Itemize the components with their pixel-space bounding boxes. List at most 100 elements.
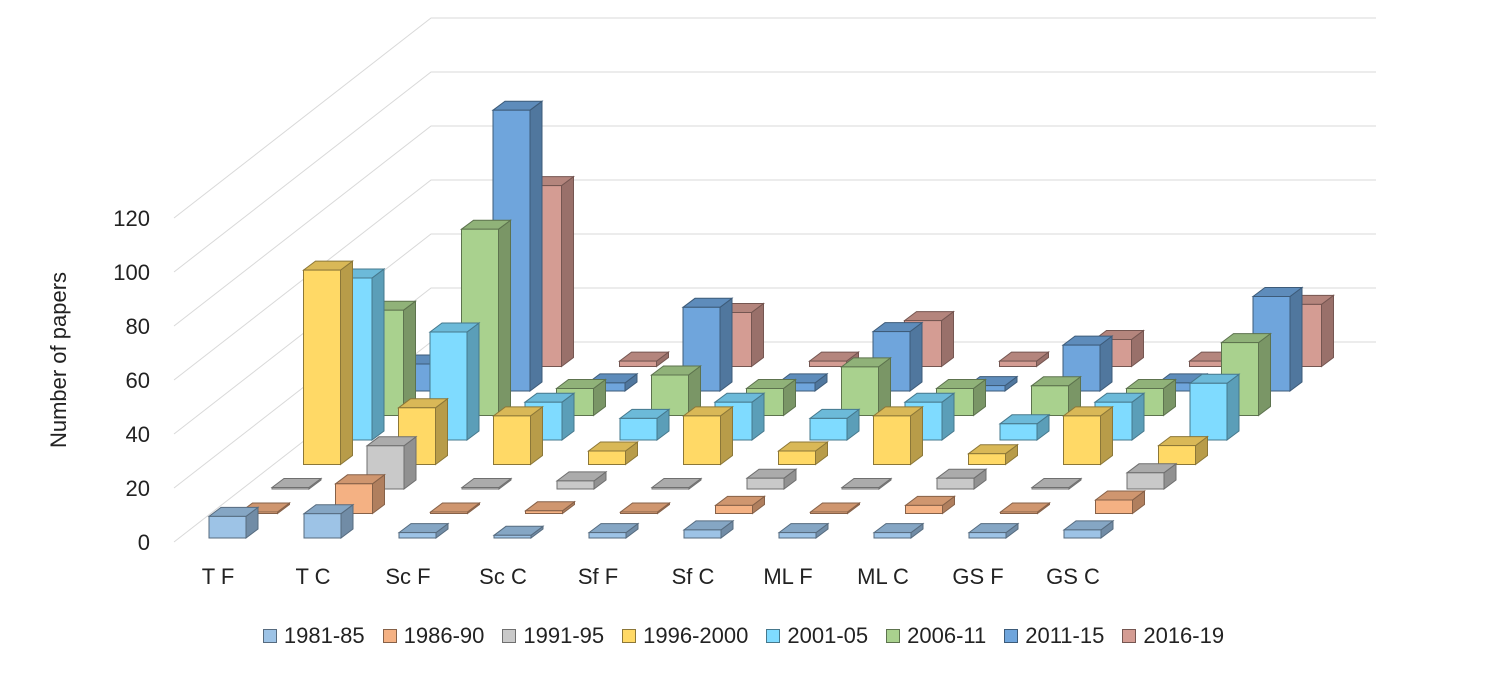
bar xyxy=(650,477,703,490)
y-tick-label: 40 xyxy=(126,422,150,447)
x-tick-label: Sc C xyxy=(479,564,527,589)
bar xyxy=(745,468,798,490)
bar xyxy=(967,522,1020,539)
x-axis-ticks: T F T C Sc F Sc C Sf F Sf C ML F ML C GS F GS C xyxy=(202,564,1100,589)
legend-swatch xyxy=(262,629,277,643)
legend-item: 2016-19 xyxy=(1122,623,1224,649)
bar xyxy=(1094,490,1146,515)
y-axis-label: Number of papers xyxy=(46,272,71,448)
bar xyxy=(681,297,734,392)
legend-label: 2011-15 xyxy=(1025,623,1105,648)
legend-label: 1981-85 xyxy=(283,623,365,648)
bar xyxy=(302,503,355,539)
gridline xyxy=(173,17,1376,219)
legend-label: 1991-95 xyxy=(523,623,605,648)
y-tick-label: 0 xyxy=(138,530,150,555)
bar xyxy=(903,392,956,441)
gridline xyxy=(173,179,1376,381)
bar xyxy=(872,522,925,539)
bar xyxy=(777,441,829,466)
legend-swatch xyxy=(1122,629,1137,643)
bar xyxy=(460,219,512,417)
bar xyxy=(808,408,861,441)
gridline xyxy=(173,125,1376,327)
bar xyxy=(429,502,481,515)
bar xyxy=(776,372,829,392)
bar xyxy=(840,477,893,490)
bar xyxy=(777,522,830,539)
y-axis-ticks: 0 20 40 60 80 100 120 xyxy=(113,206,150,555)
bar xyxy=(270,477,323,490)
legend-swatch xyxy=(382,629,397,643)
bar xyxy=(998,413,1051,441)
x-tick-label: ML F xyxy=(763,564,812,589)
legend-item: 1986-90 xyxy=(382,623,485,649)
y-tick-label: 120 xyxy=(113,206,150,231)
bar xyxy=(618,408,671,441)
x-tick-label: Sc F xyxy=(385,564,430,589)
legend-item: 2006-11 xyxy=(886,623,986,649)
y-tick-label: 80 xyxy=(126,314,150,339)
x-tick-label: GS F xyxy=(952,564,1003,589)
bar xyxy=(207,506,260,539)
bar xyxy=(618,351,670,368)
x-tick-label: Sf F xyxy=(578,564,618,589)
bar xyxy=(555,470,608,490)
bar xyxy=(523,175,575,368)
bar xyxy=(809,502,861,515)
bar xyxy=(428,322,481,441)
bar xyxy=(302,260,354,466)
bar xyxy=(904,495,956,515)
x-tick-label: T F xyxy=(202,564,235,589)
bar xyxy=(650,365,702,417)
x-tick-label: T C xyxy=(295,564,330,589)
bar xyxy=(397,522,450,539)
bar xyxy=(460,477,513,490)
x-tick-label: ML C xyxy=(857,564,909,589)
bar xyxy=(492,405,544,466)
bar xyxy=(1061,335,1114,392)
x-tick-label: Sf C xyxy=(672,564,715,589)
bar xyxy=(872,405,924,466)
legend-item: 2011-15 xyxy=(1004,623,1104,649)
legend-swatch xyxy=(502,629,517,643)
bar xyxy=(1125,462,1178,490)
bar xyxy=(1030,477,1083,490)
legend-swatch xyxy=(886,629,901,643)
bar xyxy=(840,356,892,417)
bar xyxy=(714,495,766,515)
legend-label: 2006-11 xyxy=(907,623,987,648)
legend-label: 2001-05 xyxy=(787,623,869,648)
legend-swatch xyxy=(622,629,637,643)
gridline xyxy=(173,233,1376,435)
bar xyxy=(1062,405,1114,466)
y-tick-label: 60 xyxy=(126,368,150,393)
legend-item: 1981-85 xyxy=(262,623,365,649)
bar xyxy=(619,502,671,515)
legend-swatch xyxy=(1004,629,1019,643)
gridline xyxy=(173,71,1376,273)
bar xyxy=(524,500,576,515)
legend: 1981-85 1986-90 1991-95 1996-2000 2001-05 200… xyxy=(0,618,1487,654)
x-tick-label: GS C xyxy=(1046,564,1100,589)
legend-label: 1986-90 xyxy=(403,623,485,648)
gridline xyxy=(173,287,1376,489)
bar xyxy=(682,519,735,539)
legend-item: 2001-05 xyxy=(766,623,868,649)
gridlines xyxy=(173,17,1376,543)
bar xyxy=(1062,519,1115,539)
bar xyxy=(1157,435,1209,466)
bar xyxy=(492,525,545,539)
bar xyxy=(999,502,1051,515)
legend-item: 1991-95 xyxy=(502,623,604,649)
bar xyxy=(587,441,639,466)
bars xyxy=(207,100,1335,539)
y-tick-label: 20 xyxy=(126,476,150,501)
y-tick-label: 100 xyxy=(113,260,150,285)
bar xyxy=(587,522,640,539)
bar xyxy=(966,375,1019,392)
bar xyxy=(935,468,988,490)
legend-label: 1996-2000 xyxy=(643,623,749,648)
bar xyxy=(1188,373,1241,441)
